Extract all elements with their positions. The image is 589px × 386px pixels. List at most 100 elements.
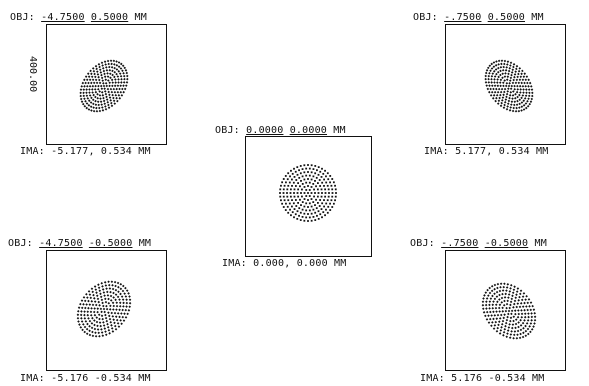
ray-dot [307, 178, 309, 180]
ray-dot [291, 199, 293, 202]
ray-dot [530, 88, 534, 91]
ray-dot [511, 94, 515, 97]
ray-dot [298, 176, 301, 179]
ray-dot [103, 281, 107, 284]
ray-dot [323, 205, 325, 208]
ray-dot [284, 175, 287, 177]
ray-dot [307, 164, 309, 166]
ima-y: 0.534 [100, 146, 133, 157]
ray-dot [520, 105, 524, 108]
ray-dot [505, 306, 508, 310]
ray-dot [497, 63, 500, 66]
ima-unit: MM [138, 373, 151, 384]
ray-dot [293, 167, 295, 170]
ray-dot [507, 309, 511, 313]
ray-dot [87, 75, 91, 78]
ray-dot [86, 322, 89, 326]
ray-dot [496, 300, 499, 304]
ray-dot [323, 178, 325, 181]
ray-dot [122, 301, 125, 305]
ray-dot [492, 65, 496, 68]
ray-dot [508, 79, 512, 82]
ray-dot [94, 99, 97, 103]
ray-dot [289, 188, 292, 191]
ray-dot [93, 72, 96, 76]
ray-dot [99, 84, 103, 88]
ima-x: -5.176 [51, 373, 89, 384]
ray-dot [315, 207, 318, 210]
ray-dot [529, 100, 533, 103]
ray-dot [497, 323, 500, 327]
ray-dot [85, 106, 89, 110]
ray-dot [88, 94, 92, 97]
ray-dot [92, 109, 96, 113]
ray-dot [112, 291, 115, 295]
ray-dot [296, 192, 299, 194]
ray-dot [503, 103, 506, 107]
ray-dot [499, 93, 502, 97]
ray-dot [292, 202, 295, 205]
ray-dot [503, 101, 507, 104]
ray-dot [100, 76, 104, 80]
ray-dot [319, 170, 322, 173]
ray-dot [118, 72, 122, 75]
ray-dot [493, 81, 496, 84]
ray-dot [88, 319, 92, 323]
ray-dot [93, 327, 97, 331]
spot-cluster-top-left [79, 59, 129, 113]
ray-dot [513, 84, 516, 88]
ray-dot [518, 67, 522, 70]
ima-unit: MM [334, 258, 347, 269]
obj-x: -4.7500 [39, 238, 83, 249]
ray-dot [279, 192, 281, 194]
ray-dot [525, 322, 529, 325]
ray-dot [296, 166, 299, 169]
ray-dot [294, 170, 297, 173]
ray-dot [495, 60, 498, 63]
ray-dot [510, 73, 513, 77]
ray-dot [115, 68, 119, 71]
ray-dot [501, 310, 505, 313]
ray-dot [301, 168, 304, 171]
ray-dot [320, 195, 323, 198]
ray-dot [280, 184, 282, 187]
ray-dot [103, 75, 107, 78]
ray-dot [118, 315, 121, 319]
ray-dot [297, 188, 300, 191]
ray-dot [120, 295, 124, 298]
ray-dot [106, 290, 109, 294]
ray-dot [114, 298, 117, 302]
ray-dot [96, 297, 100, 301]
ray-dot [493, 90, 497, 94]
ray-dot [106, 322, 109, 326]
ray-dot [79, 94, 82, 98]
ray-dot [326, 199, 329, 202]
ray-dot [513, 87, 516, 91]
ray-dot [112, 87, 116, 91]
ray-dot [87, 317, 90, 320]
ray-dot [112, 96, 115, 100]
ray-dot [105, 98, 109, 101]
ray-dot [90, 326, 94, 330]
ray-dot [117, 325, 121, 328]
ray-dot [506, 105, 509, 108]
ray-dot [505, 335, 509, 338]
ray-dot [125, 81, 129, 84]
ray-dot [509, 287, 512, 290]
ray-dot [97, 313, 101, 317]
ray-dot [305, 209, 308, 212]
ray-dot [92, 93, 95, 97]
ray-dot [119, 67, 123, 70]
ray-dot [503, 296, 507, 299]
ray-dot [329, 181, 331, 184]
obj-unit: MM [138, 238, 152, 249]
ray-dot [96, 93, 99, 96]
ray-dot [108, 287, 112, 290]
ray-dot [305, 181, 308, 184]
ray-dot [490, 90, 494, 94]
ray-dot [490, 77, 493, 81]
ray-dot [305, 216, 308, 219]
ray-dot [523, 81, 526, 85]
ray-dot [523, 308, 526, 312]
ray-dot [98, 65, 101, 69]
